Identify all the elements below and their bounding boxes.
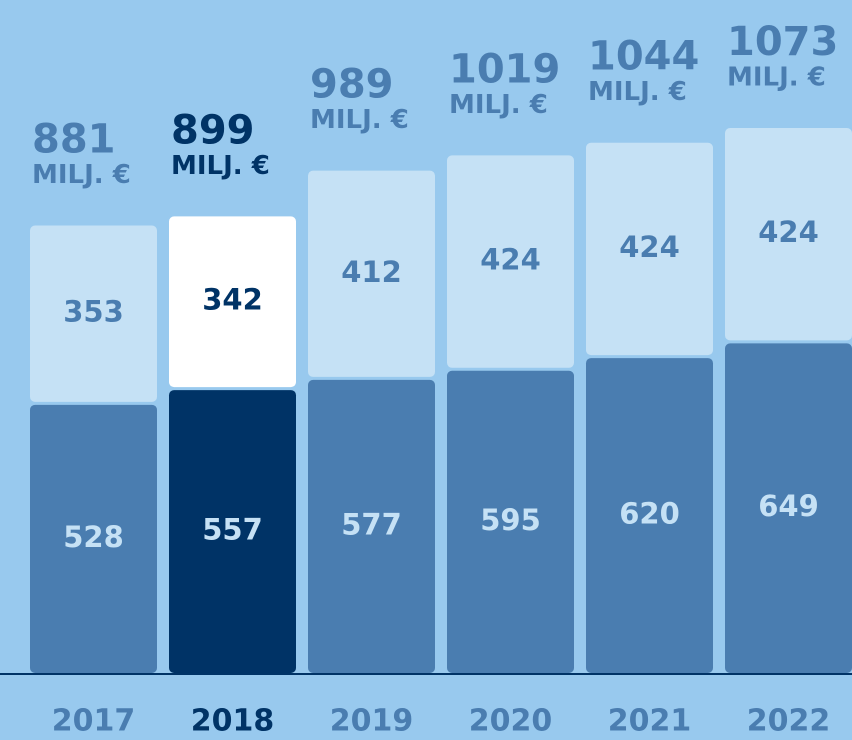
x-tick-label: 2022 <box>747 704 831 739</box>
segment-label: 424 <box>619 230 680 264</box>
total-label: 1019 <box>449 46 560 92</box>
segment-label: 577 <box>341 507 402 541</box>
segment-label: 528 <box>63 520 124 554</box>
total-unit: MILJ. € <box>310 105 409 135</box>
bar-segment <box>447 370 574 673</box>
total-unit: MILJ. € <box>171 151 270 181</box>
segment-label: 620 <box>619 497 680 531</box>
x-tick-label: 2017 <box>52 704 136 739</box>
segment-label: 424 <box>480 243 541 277</box>
total-label: 989 <box>310 62 394 108</box>
x-tick-label: 2018 <box>191 704 275 739</box>
bar-segment <box>586 358 713 673</box>
bar-segment <box>586 142 713 356</box>
bar-segment <box>725 127 852 341</box>
bar-segment <box>169 216 296 388</box>
bar-segment <box>169 390 296 673</box>
total-unit: MILJ. € <box>449 90 548 120</box>
x-tick-label: 2019 <box>330 704 414 739</box>
total-label: 1044 <box>588 34 699 80</box>
total-unit: MILJ. € <box>727 62 826 92</box>
segment-label: 595 <box>480 503 541 537</box>
segment-label: 353 <box>63 295 124 329</box>
bar-segment <box>725 343 852 673</box>
segment-label: 412 <box>341 255 402 289</box>
bar-segment <box>30 404 157 673</box>
bar-segment <box>308 170 435 377</box>
total-label: 881 <box>32 117 116 163</box>
segment-label: 557 <box>202 513 263 547</box>
bar-segment <box>308 379 435 673</box>
x-tick-label: 2021 <box>608 704 692 739</box>
total-label: 899 <box>171 107 255 153</box>
bar-segment <box>447 155 574 368</box>
total-unit: MILJ. € <box>32 160 131 190</box>
segment-label: 342 <box>202 283 263 317</box>
bar-segment <box>30 225 157 402</box>
segment-label: 424 <box>758 215 819 249</box>
segment-label: 649 <box>758 489 819 523</box>
total-label: 1073 <box>727 19 838 65</box>
total-unit: MILJ. € <box>588 77 687 107</box>
x-tick-label: 2020 <box>469 704 553 739</box>
